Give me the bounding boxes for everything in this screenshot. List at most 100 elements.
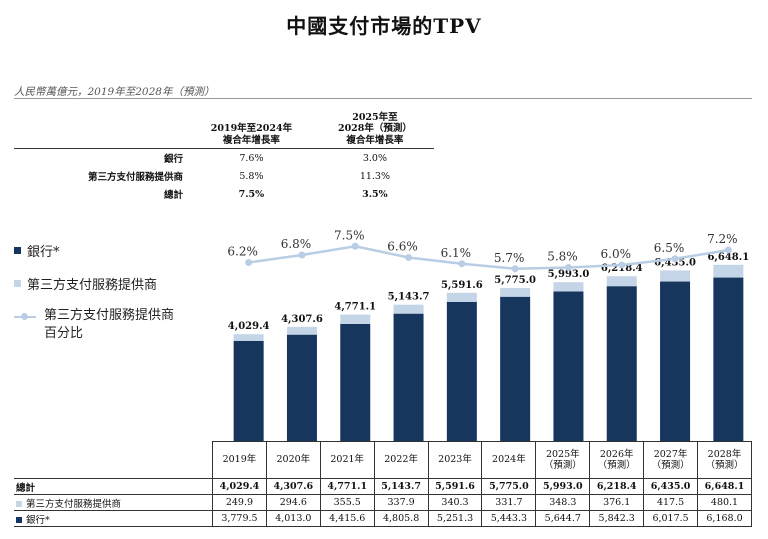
total-label: 4,771.1 (334, 302, 376, 313)
pct-point (298, 251, 306, 259)
table-row-label: 第三方支付服務提供商 (14, 494, 213, 511)
pct-label: 7.2% (707, 232, 738, 246)
bar-third-party (713, 264, 744, 278)
row-marker (16, 501, 22, 507)
year-cell: 2022年 (373, 441, 429, 479)
pct-point (511, 265, 519, 273)
table-cell: 340.3 (427, 494, 483, 511)
legend-label-third-party: 第三方支付服務提供商 (27, 278, 158, 293)
pct-label: 6.2% (227, 245, 258, 259)
total-label: 5,993.0 (548, 269, 590, 280)
total-label: 4,029.4 (228, 321, 270, 332)
tpv-chart: 4,029.4 4,307.6 4,771.1 5,143.7 5,591.6 5,775… (227, 228, 749, 441)
cagr-row-label: 第三方支付服務提供商 (87, 172, 183, 184)
cagr-value: 7.6% (239, 152, 264, 164)
bar-third-party (553, 282, 584, 292)
row-marker (16, 517, 22, 523)
pct-point (351, 242, 359, 250)
year-cell: 2024年 (481, 441, 537, 479)
year-cell: 2027年 （預測） (643, 441, 699, 479)
cagr-header-historical: 2019年至2024年 複合年增長率 (187, 110, 316, 150)
year-cell: 2026年 （預測） (589, 441, 645, 479)
row-label-text: 第三方支付服務提供商 (26, 498, 122, 510)
bar-bank (606, 286, 637, 441)
total-label: 5,775.0 (494, 275, 536, 286)
bar-third-party (393, 304, 424, 314)
table-row-total: 總計 4,029.4 4,307.6 4,771.1 5,143.7 5,591.6 5,7… (14, 478, 752, 495)
bar-bank (393, 313, 424, 441)
table-cell: 337.9 (373, 494, 429, 511)
year-cell: 2020年 (265, 441, 321, 479)
bar-bank (553, 291, 584, 441)
pct-label: 6.1% (441, 246, 472, 260)
table-row-label: 總計 (14, 478, 213, 495)
table-cell: 480.1 (697, 494, 752, 511)
legend-swatch-line (14, 313, 36, 320)
table-cell: 5,251.3 (427, 510, 483, 527)
bar-bank (286, 334, 317, 441)
unit-subtitle: 人民幣萬億元，2019年至2028年（預測） (14, 86, 215, 98)
legend-swatch-third-party (14, 280, 21, 287)
table-cell: 5,993.0 (535, 478, 591, 495)
cagr-value: 3.0% (362, 152, 387, 164)
total-label: 6,648.1 (707, 252, 749, 263)
bar-bank (446, 301, 477, 441)
cagr-value: 3.5% (362, 188, 388, 200)
bar-bank (500, 296, 531, 441)
total-label: 5,591.6 (441, 280, 483, 291)
total-label: 6,218.4 (601, 263, 643, 274)
total-label: 4,307.6 (281, 314, 323, 325)
table-cell: 6,435.0 (643, 478, 699, 495)
table-cell: 6,168.0 (697, 510, 752, 527)
pct-point (724, 246, 732, 254)
data-table: 2019年 2020年 2021年 2022年 2023年 2024年 2025年 （預測）… (14, 441, 752, 527)
legend-swatch-bank (14, 247, 21, 254)
cagr-row-label: 銀行 (163, 154, 183, 166)
cagr-row-total: 總計 7.5% 3.5% (14, 185, 434, 203)
table-cell: 348.3 (535, 494, 591, 511)
pct-point (618, 261, 626, 269)
cagr-value: 5.8% (239, 170, 264, 182)
year-row: 2019年 2020年 2021年 2022年 2023年 2024年 2025年 （預測）… (14, 441, 752, 479)
row-label-text: 銀行* (26, 514, 50, 526)
table-cell: 4,013.0 (265, 510, 321, 527)
pct-point (405, 254, 413, 261)
bar-third-party (446, 292, 477, 302)
cagr-row-bank: 銀行 7.6% 3.0% (14, 149, 434, 168)
table-cell: 4,415.6 (319, 510, 375, 527)
table-cell: 417.5 (643, 494, 699, 511)
bar-bank (340, 323, 371, 441)
cagr-table: 2019年至2024年 複合年增長率 2025年至 2028年（預測） 複合年增… (14, 110, 434, 203)
pct-label: 6.8% (281, 237, 312, 251)
cagr-row-label: 總計 (163, 190, 183, 202)
table-cell: 249.9 (212, 494, 267, 511)
bar-third-party (606, 276, 637, 287)
table-row-bank: 銀行* 3,779.5 4,013.0 4,415.6 4,805.8 5,251.3 5,… (14, 510, 752, 527)
bar-third-party (340, 314, 371, 324)
year-cell: 2023年 (427, 441, 483, 479)
legend-bank: 銀行* (14, 241, 60, 260)
table-cell: 6,218.4 (589, 478, 645, 495)
pct-label: 5.7% (494, 251, 525, 265)
bar-third-party (286, 326, 317, 335)
bar-third-party (660, 270, 691, 282)
legend-label-bank: 銀行* (27, 245, 60, 260)
table-row-third: 第三方支付服務提供商 249.9 294.6 355.5 337.9 340.3 331.7… (14, 494, 752, 511)
cagr-value: 11.3% (359, 170, 391, 182)
row-label-text: 總計 (16, 482, 36, 494)
table-cell: 4,771.1 (319, 478, 375, 495)
year-cell: 2019年 (212, 441, 267, 479)
bar-bank (713, 277, 744, 441)
cagr-header-forecast: 2025年至 2028年（預測） 複合年增長率 (315, 110, 434, 150)
total-label: 6,435.0 (654, 257, 696, 268)
bar-bank (233, 340, 264, 441)
cagr-value: 7.5% (238, 188, 265, 200)
pct-label: 6.0% (601, 247, 632, 261)
pct-label: 6.5% (654, 241, 685, 255)
pct-label: 7.5% (334, 228, 365, 242)
table-cell: 3,779.5 (212, 510, 267, 527)
bar-third-party (500, 287, 531, 297)
table-cell: 5,591.6 (427, 478, 483, 495)
pct-point (458, 260, 466, 268)
table-cell: 5,644.7 (535, 510, 591, 527)
